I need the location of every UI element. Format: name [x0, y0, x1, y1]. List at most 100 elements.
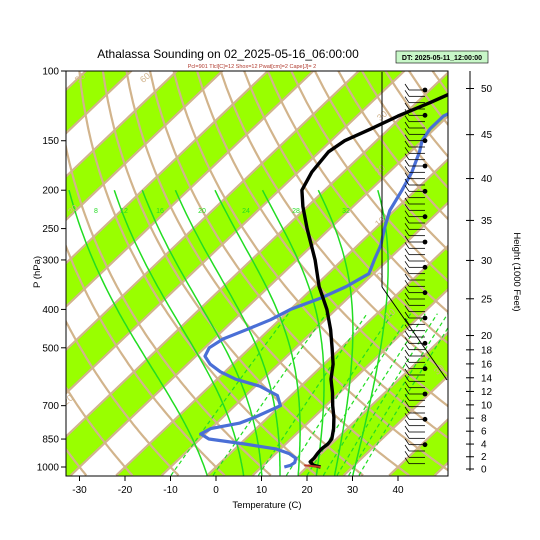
- barb-station-dot: [422, 442, 428, 448]
- wind-barb: [404, 413, 410, 420]
- height-tick-label: 2: [481, 452, 487, 463]
- isotherm-line: [66, 71, 406, 395]
- barb-station-dot: [422, 138, 428, 144]
- wind-barb: [404, 273, 410, 281]
- barb-station-dot: [422, 391, 428, 397]
- barb-station-dot: [422, 340, 428, 346]
- wind-barb: [404, 109, 410, 116]
- height-tick-label: 25: [481, 294, 493, 305]
- height-tick-label: 4: [481, 440, 487, 451]
- barb-station-dot: [422, 87, 428, 93]
- wind-barb: [404, 425, 410, 433]
- wind-barb: [404, 305, 410, 312]
- isotherm-label: 20: [61, 393, 75, 407]
- isotherm-line: [66, 71, 224, 222]
- height-tick-label: 35: [481, 216, 493, 227]
- wind-barb: [404, 121, 410, 129]
- p-tick-label: 1000: [37, 463, 60, 474]
- x-tick-label: -20: [118, 485, 133, 496]
- wind-barb: [404, 172, 410, 179]
- moist-adiabat: [214, 189, 301, 476]
- isotherm-line: [526, 53, 540, 476]
- p-tick-label: 850: [42, 435, 59, 446]
- isotherm-line: [66, 71, 315, 309]
- mixing-ratio-label: 32: [342, 208, 350, 215]
- moist-adiabat: [317, 189, 354, 476]
- isotherm-line: [342, 374, 448, 476]
- valid-time-label: DT: 2025-05-11_12:00:00: [402, 55, 482, 62]
- wind-barbs: [381, 72, 448, 465]
- temperature-profile: [300, 92, 448, 469]
- wind-barb: [404, 280, 410, 287]
- x-tick-label: -10: [163, 485, 178, 496]
- p-tick-label: 200: [42, 186, 59, 197]
- wind-barb: [404, 254, 410, 262]
- x-tick-label: 10: [256, 485, 268, 496]
- isotherm-label: 10: [373, 215, 387, 229]
- height-tick-label: 18: [481, 345, 493, 356]
- wind-barb: [404, 451, 410, 458]
- isotherm-line: [69, 114, 448, 476]
- wind-barb: [404, 324, 410, 331]
- barb-guide-line: [381, 286, 448, 381]
- isotherm-line: [297, 331, 448, 476]
- profiles: [199, 92, 448, 469]
- isotherm-line: [66, 71, 133, 135]
- height-tick-label: 12: [481, 387, 493, 398]
- dry-adiabat: [290, 71, 448, 283]
- mixing-ratio-label: 24: [242, 208, 250, 215]
- wind-barb: [404, 102, 410, 110]
- isotherm-line: [66, 71, 179, 179]
- p-tick-label: 250: [42, 224, 59, 235]
- dry-adiabat: [66, 385, 134, 476]
- pressure-axis: 100 150 200 250 300 400 500 700 850 1000: [37, 67, 66, 474]
- wind-barb: [404, 438, 410, 445]
- dry-adiabat: [466, 53, 540, 476]
- wind-barb: [404, 216, 410, 224]
- wind-barb: [404, 235, 410, 243]
- mixing-ratio-label: 8: [94, 208, 98, 215]
- wind-barb: [404, 311, 410, 319]
- mixing-ratio-labels: 8 12 16 20 24 28 32: [94, 208, 350, 215]
- wind-barb: [404, 191, 410, 198]
- mixing-ratio-line: [322, 313, 426, 476]
- dry-adiabat: [78, 71, 318, 476]
- y-axis-label: P (hPa): [32, 256, 43, 288]
- wind-barb: [404, 159, 410, 167]
- mixing-ratio-label: 28: [292, 208, 300, 215]
- plot-frame: [65, 70, 449, 477]
- wind-barb: [404, 349, 410, 357]
- wind-barb: [404, 140, 410, 148]
- chart-title: Athalassa Sounding on 02_2025-05-16_06:0…: [97, 47, 359, 61]
- isotherm-line: [115, 157, 448, 476]
- wind-barb: [404, 356, 410, 363]
- height-tick-label: 30: [481, 256, 493, 267]
- mixing-ratio-line: [212, 313, 327, 476]
- dry-adiabat: [125, 71, 410, 476]
- x-axis-label: Temperature (C): [232, 500, 301, 511]
- isotherm-line: [66, 71, 361, 352]
- isotherm-line: [66, 71, 270, 265]
- dry-adiabat: [66, 142, 272, 476]
- barb-station-dot: [422, 188, 428, 194]
- wind-barb: [404, 242, 410, 249]
- height-tick-label: 14: [481, 373, 493, 384]
- wind-barb: [404, 387, 410, 395]
- p-tick-label: 150: [42, 136, 59, 147]
- mixing-ratio-label: 12: [120, 208, 128, 215]
- mixing-ratio-label: 16: [156, 208, 164, 215]
- moist-adiabats: [68, 189, 389, 476]
- wind-barb: [404, 96, 410, 103]
- isotherm-band: [389, 419, 448, 476]
- wind-barb: [404, 419, 410, 426]
- p-tick-label: 300: [42, 255, 59, 266]
- moist-adiabat: [68, 190, 208, 476]
- wind-barb: [404, 153, 410, 160]
- wind-barb: [404, 134, 410, 141]
- isotherm-lines: [66, 53, 540, 476]
- p-tick-label: 100: [42, 67, 59, 78]
- dry-adiabat: [148, 71, 448, 472]
- x-axis: -30 -20 -10 0 10 20 30 40: [72, 476, 404, 496]
- barb-station-dot: [422, 366, 428, 372]
